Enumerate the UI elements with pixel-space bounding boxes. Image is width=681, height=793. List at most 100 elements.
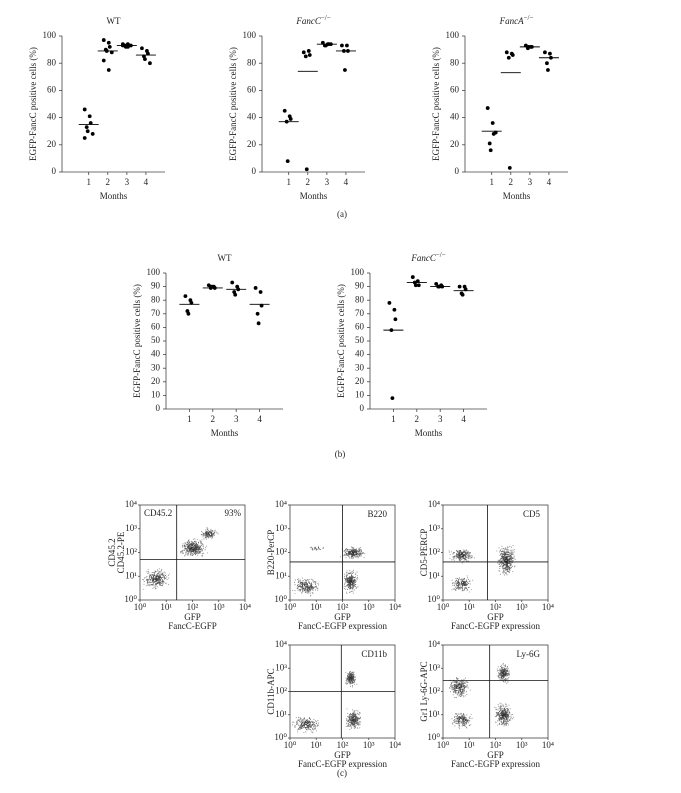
event-dot: [457, 690, 459, 692]
event-dot: [462, 721, 464, 723]
event-dot: [350, 576, 352, 578]
event-dot: [505, 668, 507, 669]
event-dot: [509, 563, 511, 564]
event-dot: [351, 716, 353, 718]
event-dot: [360, 555, 362, 557]
event-dot: [501, 564, 503, 566]
y-tick-label: 10⁰: [274, 594, 287, 604]
event-dot: [359, 727, 361, 729]
event-dot: [504, 571, 505, 573]
event-dot: [349, 722, 351, 724]
event-dot: [313, 728, 315, 730]
event-dot: [510, 714, 512, 716]
event-dot: [305, 721, 307, 723]
event-dot: [503, 551, 505, 553]
x-tick-label: 10³: [363, 602, 375, 612]
event-dot: [351, 716, 353, 718]
event-dot: [191, 547, 193, 549]
event-dot: [495, 716, 497, 718]
event-dot: [355, 584, 357, 586]
y-tick-label: 10²: [428, 547, 440, 557]
event-dot: [318, 546, 319, 548]
y-tick-label: 100: [43, 30, 57, 40]
event-dot: [465, 580, 467, 582]
event-dot: [201, 554, 203, 556]
x-tick-label: 10⁰: [437, 740, 450, 750]
event-dot: [504, 666, 506, 668]
event-dot: [455, 588, 457, 589]
event-dot: [508, 558, 510, 560]
event-dot: [346, 681, 348, 683]
event-dot: [350, 675, 352, 677]
event-dot: [184, 543, 186, 544]
event-dot: [462, 685, 464, 687]
y-tick-label: 10⁴: [428, 499, 440, 509]
event-dot: [355, 586, 357, 587]
event-dot: [506, 683, 508, 684]
event-dot: [205, 535, 207, 537]
event-dot: [500, 674, 502, 676]
event-dot: [308, 590, 310, 592]
x-tick-label: 10³: [516, 740, 528, 750]
event-dot: [353, 554, 355, 556]
event-dot: [514, 551, 516, 553]
event-dot: [505, 560, 507, 562]
event-dot: [502, 557, 504, 559]
event-dot: [467, 588, 468, 590]
event-dot: [503, 670, 505, 672]
event-dot: [197, 546, 199, 548]
event-dot: [355, 580, 357, 582]
event-dot: [191, 544, 193, 546]
event-dot: [501, 666, 503, 668]
event-dot: [509, 674, 511, 676]
event-dot: [503, 564, 505, 566]
data-point: [510, 53, 515, 57]
event-dot: [464, 559, 466, 561]
event-dot: [207, 534, 209, 536]
event-dot: [307, 720, 309, 722]
event-dot: [206, 534, 208, 536]
x-tick-label: 10⁴: [389, 740, 401, 750]
event-dot: [458, 580, 460, 582]
event-dot: [468, 591, 470, 593]
y-tick-label: 10³: [275, 662, 287, 672]
event-dot: [469, 716, 471, 718]
event-dot: [452, 723, 454, 725]
event-dot: [462, 686, 464, 688]
event-dot: [314, 589, 316, 591]
event-dot: [463, 716, 465, 718]
event-dot: [354, 677, 356, 679]
data-point: [106, 40, 111, 45]
event-dot: [464, 587, 466, 588]
event-dot: [348, 588, 350, 590]
event-dot: [310, 723, 312, 725]
event-dot: [184, 545, 185, 547]
event-dot: [506, 715, 508, 717]
event-dot: [347, 551, 349, 553]
event-dot: [294, 584, 296, 586]
event-dot: [466, 590, 468, 591]
event-dot: [308, 581, 310, 583]
event-dot: [344, 553, 346, 555]
event-dot: [503, 720, 505, 722]
event-dot: [297, 584, 299, 586]
event-dot: [501, 672, 503, 674]
event-dot: [499, 562, 501, 564]
event-dot: [189, 547, 191, 549]
event-dot: [503, 713, 505, 715]
event-dot: [467, 560, 469, 562]
event-dot: [509, 555, 511, 557]
event-dot: [507, 567, 509, 569]
event-dot: [500, 714, 502, 716]
event-dot: [201, 549, 203, 551]
event-dot: [465, 553, 467, 555]
event-dot: [460, 687, 462, 688]
event-dot: [464, 725, 466, 726]
event-dot: [157, 581, 159, 583]
event-dot: [297, 731, 299, 733]
event-dot: [503, 720, 504, 722]
event-dot: [506, 550, 508, 552]
event-dot: [501, 708, 503, 709]
event-dot: [459, 686, 461, 688]
event-dot: [353, 551, 355, 553]
